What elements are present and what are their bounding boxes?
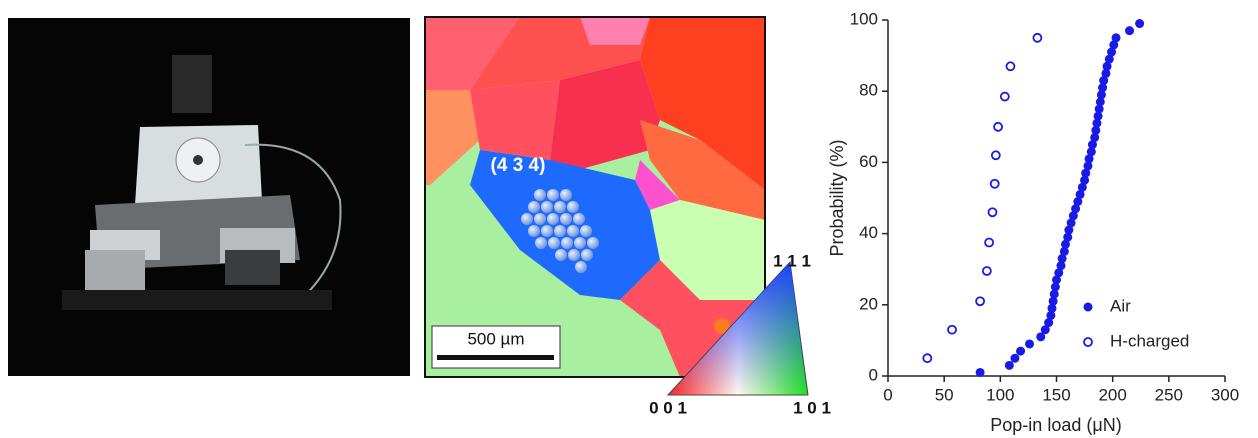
triangle-label: 1 0 1 bbox=[793, 398, 831, 417]
x-tick-label: 100 bbox=[986, 385, 1014, 404]
point bbox=[976, 368, 985, 377]
point bbox=[1001, 93, 1009, 101]
triangle-label: 1 1 1 bbox=[773, 251, 811, 270]
y-tick-label: 0 bbox=[869, 365, 878, 384]
point bbox=[992, 151, 1000, 159]
point bbox=[994, 123, 1002, 131]
x-tick-label: 0 bbox=[883, 385, 892, 404]
point bbox=[985, 239, 993, 247]
point bbox=[1005, 361, 1014, 370]
point bbox=[1025, 339, 1034, 348]
x-tick-label: 150 bbox=[1042, 385, 1070, 404]
page: (4 3 4) 500 µm 1 1 1 0 0 1 1 0 1 Pop-in … bbox=[0, 0, 1258, 438]
point bbox=[991, 180, 999, 188]
photo bbox=[8, 18, 410, 376]
point bbox=[1033, 34, 1041, 42]
point bbox=[1006, 62, 1014, 70]
grain-label: (4 3 4) bbox=[491, 155, 546, 176]
x-axis-label: Pop-in load (μN) bbox=[990, 415, 1121, 435]
point bbox=[1010, 354, 1019, 363]
point bbox=[923, 354, 931, 362]
y-tick-label: 60 bbox=[859, 152, 878, 171]
point bbox=[983, 267, 991, 275]
point bbox=[1016, 347, 1025, 356]
legend-label: H-charged bbox=[1110, 331, 1189, 350]
x-tick-label: 250 bbox=[1155, 385, 1183, 404]
legend-marker bbox=[1084, 303, 1093, 312]
y-tick-label: 80 bbox=[859, 81, 878, 100]
y-axis-label: Probability (%) bbox=[827, 139, 847, 256]
point bbox=[1135, 19, 1144, 28]
y-tick-label: 40 bbox=[859, 223, 878, 242]
point bbox=[988, 208, 996, 216]
x-tick-label: 50 bbox=[935, 385, 954, 404]
chart: Pop-in load (μN) Probability (%) 0 20 40 60… bbox=[827, 9, 1239, 434]
point bbox=[948, 326, 956, 334]
scale-bar-label: 500 µm bbox=[467, 329, 524, 348]
point bbox=[976, 297, 984, 305]
y-tick-label: 20 bbox=[859, 294, 878, 313]
point bbox=[1125, 26, 1134, 35]
figure: (4 3 4) 500 µm 1 1 1 0 0 1 1 0 1 Pop-in … bbox=[0, 0, 1258, 438]
y-tick-label: 100 bbox=[850, 9, 878, 28]
legend-label: Air bbox=[1110, 296, 1131, 315]
ebsd-map: (4 3 4) 500 µm bbox=[425, 17, 765, 377]
triangle-label: 0 0 1 bbox=[649, 398, 687, 417]
legend-marker bbox=[1084, 338, 1092, 346]
x-tick-label: 200 bbox=[1098, 385, 1126, 404]
x-tick-label: 300 bbox=[1211, 385, 1239, 404]
point bbox=[1112, 33, 1121, 42]
